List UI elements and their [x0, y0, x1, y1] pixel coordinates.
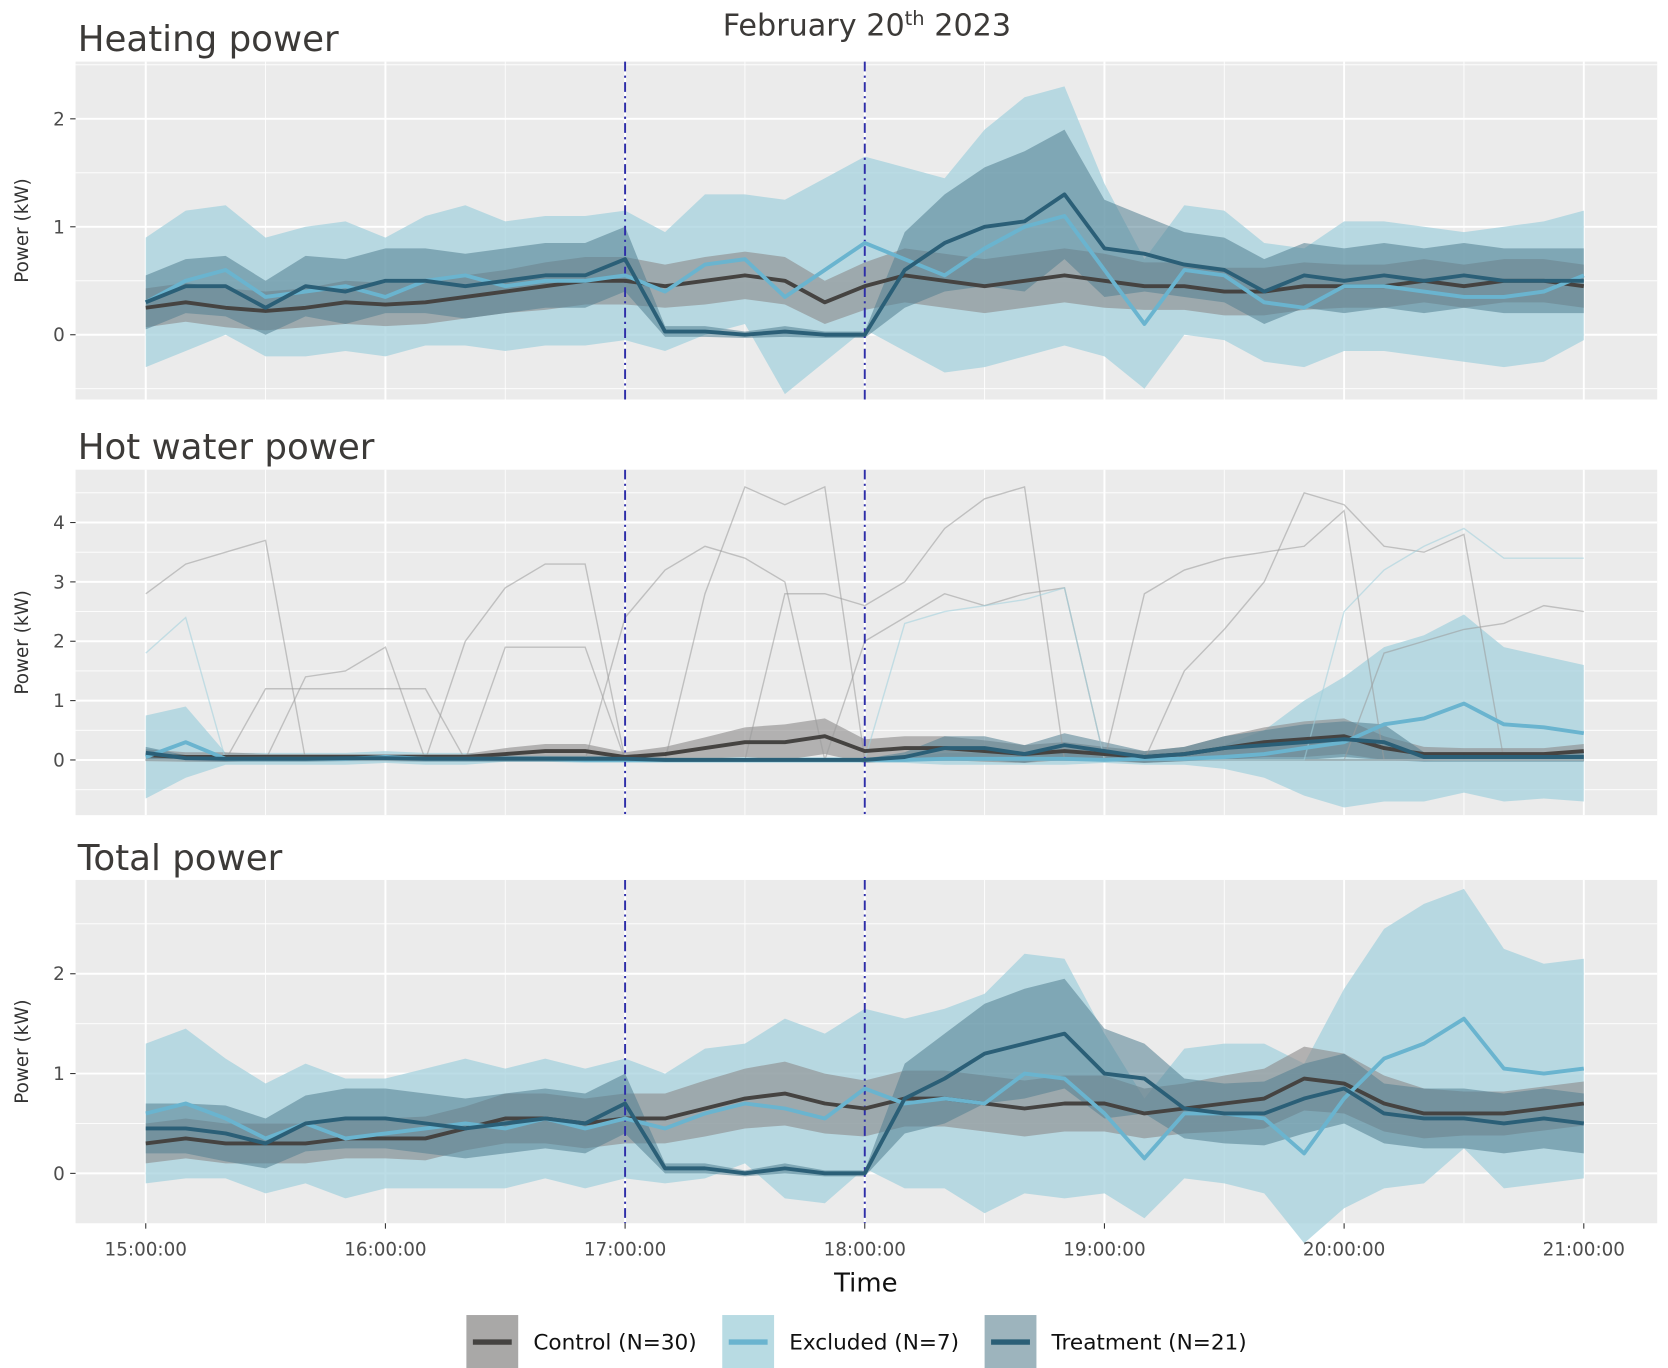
y-tick-label: 3 — [53, 572, 65, 593]
main-title: February 20th 2023 — [723, 7, 1011, 44]
control-mean-line — [145, 1076, 1585, 1146]
y-tick-label: 0 — [53, 750, 65, 771]
y-tick-label: 1 — [53, 1064, 65, 1085]
x-tick-label: 18:00:00 — [824, 1240, 906, 1261]
y-tick-label: 2 — [53, 109, 65, 130]
legend-item-treatment: Treatment (N=21) — [984, 1315, 1247, 1368]
legend-item-control: Control (N=30) — [466, 1315, 697, 1368]
treatment-mean-line — [145, 737, 1584, 762]
treatment-mean-line — [145, 192, 1584, 337]
x-axis-label: Time — [833, 1268, 897, 1298]
x-tick-label: 21:00:00 — [1543, 1240, 1625, 1261]
y-tick-label: 1 — [53, 691, 65, 712]
legend: Control (N=30) Excluded (N=7) Treatment (N… — [466, 1315, 1247, 1368]
panel-2: Total power 0 1 2 Power (kW) 15:00:00 16:00:00… — [12, 838, 1658, 1261]
main-title-year: 2023 — [925, 9, 1012, 44]
y-axis-label: Power (kW) — [12, 999, 33, 1103]
legend-item-excluded: Excluded (N=7) — [722, 1315, 959, 1368]
treatment-confidence-band — [145, 721, 1584, 763]
legend-label: Treatment (N=21) — [1051, 1331, 1247, 1356]
y-tick-label: 0 — [53, 325, 65, 346]
main-title-superscript: th — [905, 7, 925, 30]
x-tick-label: 17:00:00 — [584, 1240, 666, 1261]
excluded-mean-line — [144, 214, 1585, 326]
y-tick-label: 1 — [53, 217, 65, 238]
y-axis-label: Power (kW) — [12, 590, 33, 694]
x-tick-label: 19:00:00 — [1063, 1240, 1145, 1261]
panel-title: Heating power — [78, 19, 339, 60]
panel-title: Total power — [77, 838, 283, 879]
legend-label: Control (N=30) — [533, 1331, 696, 1356]
y-tick-label: 2 — [53, 964, 65, 985]
x-tick-label: 15:00:00 — [105, 1240, 187, 1261]
y-tick-label: 4 — [53, 513, 65, 534]
x-tick-label: 16:00:00 — [344, 1240, 426, 1261]
y-tick-label: 2 — [53, 632, 65, 653]
panel-title: Hot water power — [78, 427, 375, 468]
panel-1: Hot water power 0 1 2 3 4 Power (kW) — [12, 427, 1658, 816]
x-tick-label: 20:00:00 — [1303, 1240, 1385, 1261]
y-axis-label: Power (kW) — [12, 178, 33, 282]
treatment-mean-line — [145, 1031, 1585, 1176]
excluded-mean-line — [145, 1016, 1585, 1161]
panel-0: Heating power 0 1 2 Power (kW) — [12, 19, 1658, 400]
legend-label: Excluded (N=7) — [789, 1331, 959, 1356]
y-tick-label: 0 — [53, 1164, 65, 1185]
main-title-text: February 20 — [723, 9, 905, 44]
